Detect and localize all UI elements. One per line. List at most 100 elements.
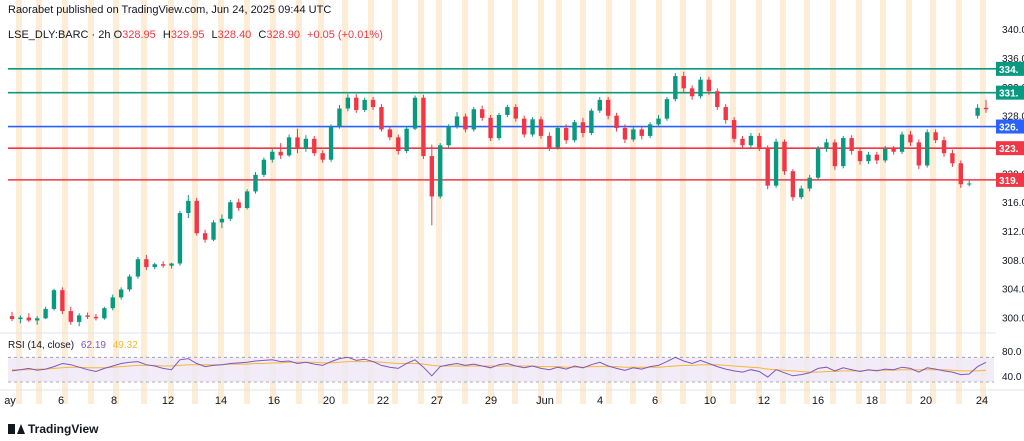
rsi-band — [8, 357, 994, 382]
session-band — [113, 0, 119, 404]
time-tick-label: 18 — [866, 395, 878, 407]
candle-body — [26, 317, 31, 321]
candle-body — [555, 127, 560, 148]
candle-body — [429, 156, 435, 197]
candle-body — [849, 138, 854, 152]
candle-body — [446, 126, 451, 146]
candle-body — [874, 154, 880, 161]
session-band — [368, 0, 374, 404]
session-band — [804, 0, 810, 404]
price-axis[interactable]: 340.0336.0332.0328.0324.0320.0316.0312.0… — [996, 25, 1024, 325]
price-tick-label: 300.0 — [1002, 314, 1024, 325]
time-tick-label: 29 — [485, 395, 497, 407]
tradingview-logo[interactable]: TradingView — [8, 422, 98, 436]
candle-body — [664, 99, 670, 119]
time-tick-label: 6 — [58, 395, 64, 407]
session-band — [606, 0, 612, 404]
level-price-tag — [996, 61, 1024, 76]
candle-body — [706, 79, 712, 92]
candle-body — [454, 116, 460, 127]
candle-body — [647, 124, 653, 136]
rsi-label[interactable]: RSI (14, close) — [8, 340, 75, 351]
candle-body — [404, 128, 409, 152]
rsi-axis: 80.0 40.0 — [1002, 347, 1022, 383]
close-value: 328.90 — [266, 29, 300, 41]
candle-body — [160, 264, 166, 266]
candle-body — [412, 97, 418, 129]
session-band — [830, 0, 836, 404]
candle-body — [538, 119, 544, 136]
session-band — [538, 0, 544, 404]
session-band — [980, 0, 986, 404]
candle-body — [345, 97, 351, 109]
candle-body — [379, 107, 384, 130]
candle-body — [614, 115, 619, 128]
session-band — [488, 0, 494, 404]
candle-body — [463, 116, 468, 130]
price-tick-label: 336.0 — [1002, 54, 1024, 65]
candle-body — [471, 109, 477, 130]
session-band — [680, 0, 686, 404]
candle-body — [883, 148, 888, 161]
session-band — [580, 0, 586, 404]
time-tick-label: 27 — [431, 395, 443, 407]
candle-body — [421, 97, 426, 157]
session-band — [270, 0, 276, 404]
time-tick-label: 16 — [812, 395, 824, 407]
session-band — [392, 0, 398, 404]
session-band — [512, 0, 518, 404]
candle-body — [337, 108, 342, 127]
candle-body — [689, 88, 695, 97]
time-axis[interactable]: ay 6 8 12 14 16 20 22 27 29 Jun 4 6 10 12 16 18 20 24 — [0, 389, 1024, 407]
level-price-tag-label: 331. — [999, 89, 1019, 100]
candle-body — [673, 76, 678, 100]
price-tick-label: 312.0 — [1002, 227, 1024, 238]
candle-body — [270, 151, 275, 160]
candle-body — [656, 118, 661, 125]
candle-body — [261, 159, 267, 175]
candle-body — [438, 145, 443, 197]
candle-body — [194, 200, 199, 234]
time-tick-label: 4 — [597, 395, 603, 407]
level-price-tag — [996, 172, 1024, 187]
candle-body — [202, 233, 208, 240]
time-tick-label: 22 — [377, 395, 389, 407]
candle-body — [253, 174, 258, 192]
rsi-tick-label: 80.0 — [1002, 347, 1022, 358]
candlestick-series — [9, 71, 989, 327]
symbol-label[interactable]: LSE_DLY:BARC · 2h — [8, 29, 111, 41]
price-tick-label: 316.0 — [1002, 198, 1024, 209]
candle-body — [93, 316, 99, 319]
candle-body — [773, 141, 779, 186]
candle-body — [824, 142, 829, 149]
candle-body — [857, 151, 863, 162]
candle-body — [513, 107, 518, 119]
candle-body — [832, 142, 838, 167]
session-band — [436, 0, 442, 404]
price-tick-label: 340.0 — [1002, 25, 1024, 36]
candle-body — [580, 122, 586, 134]
candle-body — [286, 137, 292, 156]
candle-body — [387, 129, 393, 138]
candle-body — [975, 107, 980, 116]
session-band — [556, 0, 562, 404]
candle-body — [698, 79, 703, 97]
candle-body — [605, 99, 611, 116]
session-band — [168, 0, 174, 404]
candle-body — [228, 202, 233, 219]
candle-body — [790, 171, 796, 198]
candle-body — [496, 115, 502, 139]
candle-body — [589, 110, 594, 134]
session-band — [906, 0, 912, 404]
candle-body — [51, 290, 57, 309]
rsi-panel — [0, 332, 996, 383]
rsi-tick-label: 40.0 — [1002, 372, 1022, 383]
candle-body — [841, 138, 846, 167]
change-value: +0.05 (+0.01%) — [307, 29, 383, 41]
candle-body — [118, 289, 124, 298]
candle-body — [740, 138, 745, 146]
candle-body — [631, 129, 636, 140]
candle-body — [958, 163, 964, 185]
rsi-value: 62.19 — [80, 340, 106, 351]
